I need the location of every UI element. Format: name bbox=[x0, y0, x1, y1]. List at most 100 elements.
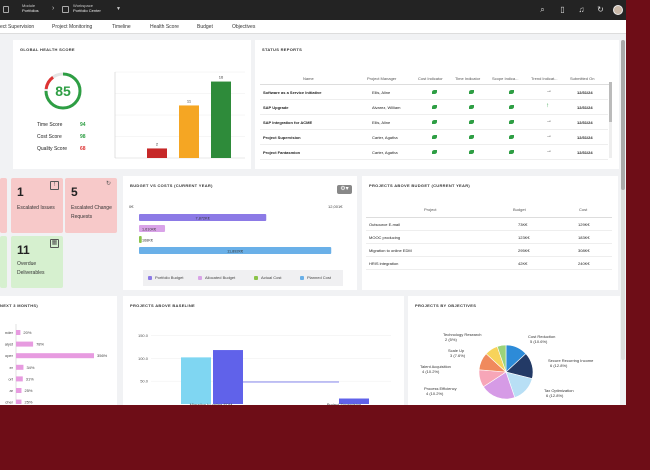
legend-label: Allocated Budget bbox=[205, 275, 236, 280]
pie-value-label: 6 (12.8%) bbox=[546, 393, 564, 398]
table-row[interactable]: Project Fantasmion Carter, Agatha → 12/31/2… bbox=[260, 145, 608, 160]
col-name[interactable]: Name bbox=[303, 76, 314, 81]
breadcrumb-workspace[interactable]: Workspace Portfolio Center bbox=[73, 3, 101, 13]
chart-legend: Portfolio Budget Allocated Budget Actual C… bbox=[143, 270, 343, 286]
submitted-date: 12/31/24 bbox=[577, 105, 593, 110]
leaf-icon bbox=[509, 105, 514, 109]
bell-icon[interactable]: ♫ bbox=[578, 5, 585, 14]
tab-project-supervision[interactable]: ect Supervision bbox=[0, 24, 35, 30]
y-tick-label: 100.0 bbox=[138, 356, 149, 361]
table-row[interactable]: SAP Upgrade Alvarez, William ↑ 12/31/24 bbox=[260, 100, 608, 115]
tab-budget[interactable]: Budget bbox=[197, 24, 213, 30]
leaf-icon bbox=[509, 150, 514, 154]
table-row[interactable]: Outsource E-mail 73K€ 129K€ bbox=[366, 218, 612, 231]
workspace-icon bbox=[62, 6, 69, 13]
kpi-overdue-deliverables[interactable]: 11 Overdue Deliverables ▦ bbox=[11, 236, 63, 288]
chart-options-button[interactable]: ⚙▾ bbox=[337, 185, 352, 194]
pie-value-label: 6 (12.8%) bbox=[550, 363, 568, 368]
alert-icon: ! bbox=[50, 181, 59, 190]
bar bbox=[16, 330, 21, 335]
col-time-indicator[interactable]: Time Indicator bbox=[455, 76, 481, 81]
bar-value-label: 2 bbox=[156, 141, 159, 146]
breadcrumb-module[interactable]: Module Portfolios bbox=[22, 3, 39, 13]
leaf-icon bbox=[469, 105, 474, 109]
col-project-manager[interactable]: Project Manager bbox=[367, 76, 397, 81]
col-scope-indicator[interactable]: Scope Indica... bbox=[492, 76, 519, 81]
bar bbox=[213, 350, 243, 404]
y-tick-label: 150.0 bbox=[138, 333, 149, 338]
projects-by-objectives-panel: PROJECTS BY OBJECTIVES Cost Reduction 5 (… bbox=[408, 296, 620, 405]
leaf-icon bbox=[432, 150, 437, 154]
col-trend-indicator[interactable]: Trend Indicat... bbox=[531, 76, 558, 81]
bar-value-label: 25% bbox=[24, 388, 32, 393]
leaf-icon bbox=[469, 135, 474, 139]
leaf-icon bbox=[509, 135, 514, 139]
health-bar-chart: 2 11 16 bbox=[114, 71, 245, 159]
leaf-icon bbox=[432, 105, 437, 109]
above-baseline-chart: 150.0 100.0 50.0 Migration to online EDM Pro… bbox=[138, 333, 391, 405]
table-row[interactable]: MOOC producing 123K€ 183K€ bbox=[366, 231, 612, 244]
kpi-escalated-issues[interactable]: 1 Escalated Issues ! bbox=[11, 178, 63, 233]
book-icon[interactable]: ▯ bbox=[560, 5, 565, 14]
col-budget[interactable]: Budget bbox=[513, 207, 526, 212]
bar-value-label: 16 bbox=[219, 75, 224, 80]
bar bbox=[16, 364, 24, 370]
chevron-down-icon[interactable]: ▼ bbox=[116, 6, 121, 12]
bar bbox=[16, 399, 22, 404]
bar bbox=[181, 357, 211, 404]
table-row[interactable]: Migration to online EDM 295K€ 308K€ bbox=[366, 244, 612, 257]
bar bbox=[339, 398, 369, 404]
tab-objectives[interactable]: Objectives bbox=[232, 24, 256, 30]
project-name: Software as a Service Initiative bbox=[263, 90, 322, 95]
top-bar: Module Portfolios › Workspace Portfolio Ce… bbox=[0, 0, 626, 20]
header-divider bbox=[260, 84, 610, 85]
refresh-icon: ↻ bbox=[105, 181, 112, 187]
table-row[interactable]: Software as a Service Initiative Ellis, A… bbox=[260, 85, 608, 100]
project-manager: Ellis, Aline bbox=[372, 90, 391, 95]
search-icon[interactable]: ⌕ bbox=[540, 5, 545, 14]
budget-bar bbox=[139, 225, 166, 232]
col-submitted-on[interactable]: Submitted On bbox=[570, 76, 595, 81]
axis-min: 0€ bbox=[129, 204, 134, 209]
table-row[interactable]: Project Supervision Carter, Agatha → 12/31/… bbox=[260, 130, 608, 145]
kpi-escalated-change-requests[interactable]: 5 Escalated Change Requests ↻ bbox=[65, 178, 117, 233]
legend-swatch bbox=[300, 276, 304, 280]
health-gauge: 85 bbox=[44, 72, 82, 110]
col-cost[interactable]: Cost bbox=[579, 207, 588, 212]
category-label: cher bbox=[5, 400, 13, 404]
col-project[interactable]: Project bbox=[424, 207, 437, 212]
pie-label: Talent Acquisition bbox=[420, 364, 451, 369]
leaf-icon bbox=[432, 90, 437, 94]
tab-project-monitoring[interactable]: Project Monitoring bbox=[52, 24, 93, 30]
page-scrollbar[interactable] bbox=[621, 40, 625, 360]
legend-label: Portfolio Budget bbox=[155, 275, 184, 280]
budget-vs-costs-panel: BUDGET VS COSTS (CURRENT YEAR) ⚙▾ 0€ 12,… bbox=[123, 176, 357, 290]
cost-value: 129K€ bbox=[578, 222, 590, 227]
bar bbox=[16, 376, 23, 382]
refresh-icon[interactable]: ↻ bbox=[597, 5, 604, 14]
project-name: Outsource E-mail bbox=[369, 222, 400, 227]
above-budget-table: Project Budget Cost Outsource E-mail 73K€… bbox=[366, 200, 612, 288]
time-score-value: 94 bbox=[80, 122, 86, 128]
col-cost-indicator[interactable]: Cost Indicator bbox=[418, 76, 443, 81]
project-name: Project Fantasmion bbox=[263, 150, 301, 155]
category-label: ort bbox=[8, 376, 14, 381]
x-tick-label: Project Supervision bbox=[327, 402, 361, 405]
scrollbar[interactable] bbox=[609, 82, 612, 158]
tab-health-score[interactable]: Health Score bbox=[150, 24, 179, 30]
tab-timeline[interactable]: Timeline bbox=[112, 24, 131, 30]
leaf-icon bbox=[432, 120, 437, 124]
table-row[interactable]: SAP Integration for ACME Ellis, Aline → 12/… bbox=[260, 115, 608, 130]
panel-title: NEXT 3 MONTHS) bbox=[0, 303, 38, 308]
bar-value-label: 168K€ bbox=[142, 239, 154, 243]
cost-score-value: 98 bbox=[80, 134, 86, 140]
project-name: Migration to online EDM bbox=[369, 248, 412, 253]
table-row[interactable]: HRIS integration 42K€ 240K€ bbox=[366, 257, 612, 270]
kpi-card-partial[interactable] bbox=[0, 236, 7, 288]
health-score-value: 85 bbox=[55, 83, 71, 99]
axis-max: 12,001€ bbox=[328, 204, 343, 209]
kpi-card-partial[interactable] bbox=[0, 178, 7, 233]
global-health-panel: GLOBAL HEALTH SCORE 85 Time Score 94 Cos… bbox=[13, 40, 251, 169]
avatar[interactable] bbox=[613, 5, 623, 15]
